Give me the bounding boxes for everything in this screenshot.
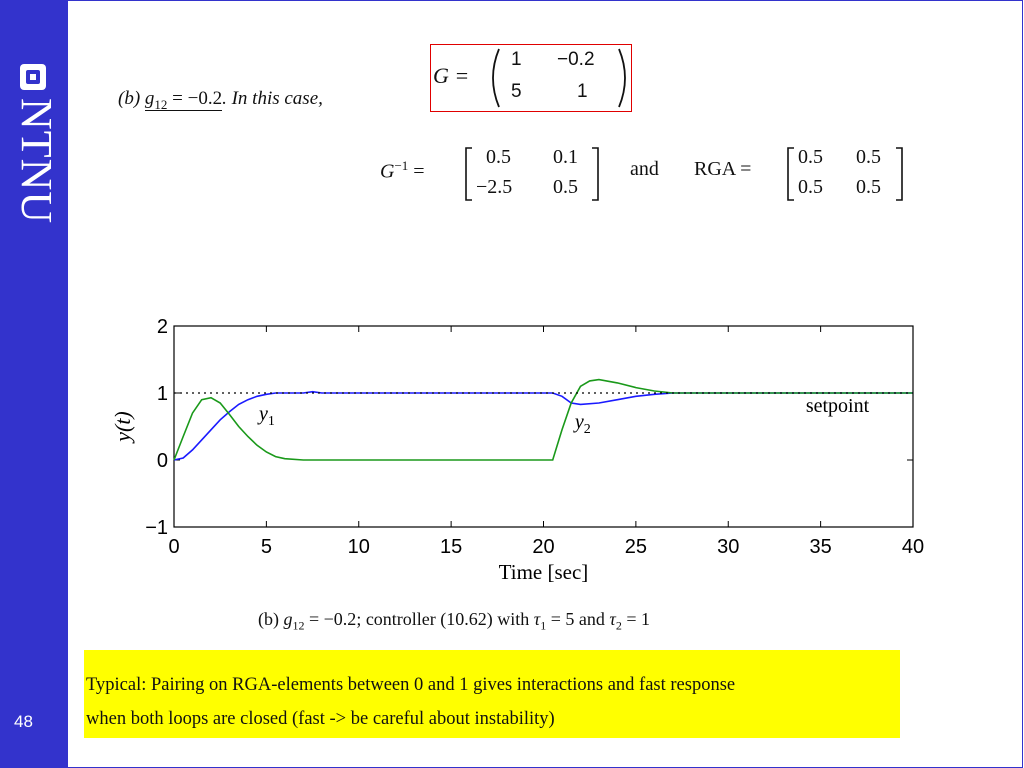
g-matrix-cell: −0.2 bbox=[557, 49, 595, 70]
y-axis-label: y(t) bbox=[110, 411, 135, 444]
ginv-cell: 0.5 bbox=[486, 146, 511, 168]
g-matrix-cell: 1 bbox=[511, 49, 522, 70]
g-matrix-cell: 5 bbox=[511, 81, 522, 102]
y-tick-label: 2 bbox=[157, 316, 168, 338]
x-tick-label: 40 bbox=[902, 536, 924, 558]
note-box: Typical: Pairing on RGA-elements between… bbox=[84, 650, 900, 738]
note-line: Typical: Pairing on RGA-elements between… bbox=[86, 675, 736, 695]
x-tick-label: 35 bbox=[810, 536, 832, 558]
page-number: 48 bbox=[14, 712, 33, 731]
x-tick-label: 20 bbox=[532, 536, 554, 558]
part-label: (b) bbox=[118, 88, 141, 109]
plot-frame bbox=[173, 325, 914, 528]
series-y1-line bbox=[173, 390, 913, 461]
in-this-case: . In this case, bbox=[222, 88, 323, 109]
x-tick-label: 5 bbox=[261, 536, 272, 558]
annotation-setpoint: setpoint bbox=[806, 395, 870, 417]
ginv-label: G−1 = bbox=[380, 158, 425, 183]
ginv-brackets bbox=[465, 147, 599, 201]
rga-cell: 0.5 bbox=[856, 176, 881, 198]
x-tick-label: 30 bbox=[717, 536, 739, 558]
y-tick-label: 1 bbox=[157, 383, 168, 405]
g-matrix-label: G = bbox=[433, 63, 470, 88]
conjunction-and: and bbox=[630, 158, 659, 180]
note-line: when both loops are closed (fast -> be c… bbox=[86, 709, 555, 729]
series-y2-line bbox=[173, 378, 913, 461]
rga-cell: 0.5 bbox=[798, 146, 823, 168]
x-tick-label: 15 bbox=[440, 536, 462, 558]
ginv-cell: 0.1 bbox=[553, 146, 578, 168]
logo-text: NTNU bbox=[12, 98, 61, 225]
ginv-cell: −2.5 bbox=[476, 176, 513, 198]
x-axis-label: Time [sec] bbox=[499, 560, 589, 584]
ginv-cell: 0.5 bbox=[553, 176, 578, 198]
rga-cell: 0.5 bbox=[856, 146, 881, 168]
g12-expression: g12 = −0.2 bbox=[144, 88, 223, 112]
x-tick-label: 10 bbox=[348, 536, 370, 558]
rga-cell: 0.5 bbox=[798, 176, 823, 198]
ntnu-logo-icon bbox=[20, 64, 46, 90]
rga-brackets bbox=[787, 147, 903, 201]
y-tick-label: 0 bbox=[157, 450, 168, 472]
section-heading: (b) g12 = −0.2. In this case, bbox=[118, 88, 323, 113]
chart-caption: (b) g12 = −0.2; controller (10.62) with … bbox=[258, 609, 650, 633]
x-tick-label: 25 bbox=[625, 536, 647, 558]
inverse-rga-equation: G−1 = 0.5 0.1 −2.5 0.5 and RGA = 0.5 0.5… bbox=[380, 146, 910, 202]
sidebar: NTNU 48 bbox=[0, 0, 68, 768]
annotation-y2: y2 bbox=[573, 411, 591, 437]
y-tick-label: −1 bbox=[145, 517, 168, 539]
annotation-y1: y1 bbox=[257, 403, 275, 429]
g-matrix-cell: 1 bbox=[577, 81, 588, 102]
rga-label: RGA = bbox=[694, 158, 752, 180]
g-matrix-box: G = 1 −0.2 5 1 bbox=[430, 44, 632, 112]
x-tick-label: 0 bbox=[168, 536, 179, 558]
g-matrix-parentheses bbox=[492, 48, 626, 108]
